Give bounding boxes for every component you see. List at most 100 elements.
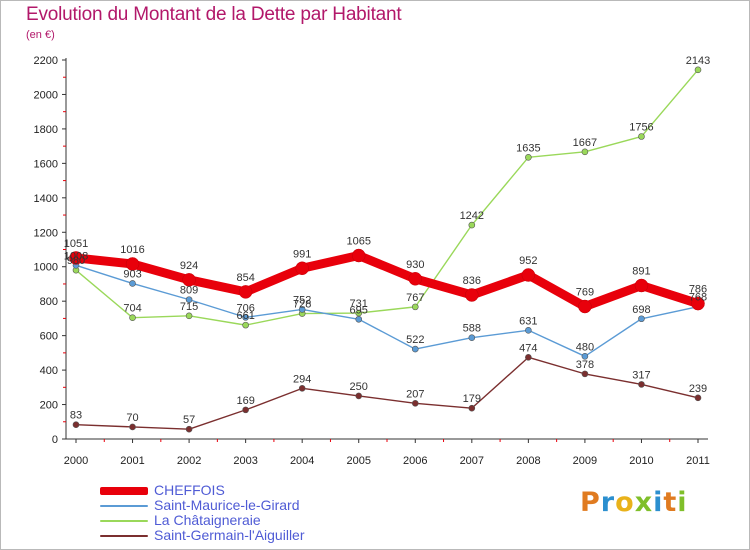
data-point <box>694 394 702 402</box>
x-tick-label: 2011 <box>686 455 710 467</box>
data-label: 169 <box>236 395 254 407</box>
data-label: 698 <box>632 304 650 316</box>
data-label: 1635 <box>516 142 540 154</box>
data-label: 836 <box>463 275 481 287</box>
data-point <box>242 314 249 321</box>
data-label: 731 <box>350 298 368 310</box>
data-point <box>411 345 419 353</box>
data-label: 924 <box>180 260 198 272</box>
x-tick-label: 2003 <box>233 455 257 467</box>
line-chart: 0 200 400 600 800 1000 1200 1400 1600 1800 2000 220… <box>34 55 711 467</box>
data-point <box>638 133 645 140</box>
legend-label: La Châtaigneraie <box>154 512 261 528</box>
data-label: 294 <box>293 373 311 385</box>
x-tick-label: 2008 <box>516 455 540 467</box>
data-label: 980 <box>67 255 85 267</box>
y-tick-label: 1200 <box>34 227 58 239</box>
x-tick-label: 2009 <box>573 455 597 467</box>
data-label: 207 <box>406 388 424 400</box>
legend-swatch <box>100 504 148 507</box>
data-point <box>129 423 136 431</box>
data-label: 1667 <box>573 137 597 149</box>
data-label: 1008 <box>64 250 88 262</box>
chart-legend: CHEFFOIS Saint-Maurice-le-Girard La Châtai… <box>100 483 305 543</box>
x-tick-label: 2002 <box>177 455 201 467</box>
data-point <box>468 404 476 412</box>
data-point <box>634 278 649 293</box>
x-tick-label: 2004 <box>290 455 314 467</box>
data-label: 767 <box>406 292 424 304</box>
legend-label: Saint-Germain-l'Aiguiller <box>154 527 305 543</box>
legend-label: CHEFFOIS <box>154 482 225 498</box>
data-point <box>298 385 306 392</box>
data-point <box>468 221 476 229</box>
logo-letter: i <box>653 487 664 518</box>
data-point <box>182 273 196 287</box>
data-point <box>525 326 532 334</box>
data-point <box>581 353 589 360</box>
data-label: 903 <box>123 268 141 280</box>
data-point <box>581 148 589 156</box>
y-tick-label: 1600 <box>34 158 58 170</box>
data-label: 480 <box>576 341 594 353</box>
data-point <box>242 406 249 414</box>
data-point <box>468 334 476 342</box>
data-label: 706 <box>236 302 254 314</box>
y-tick-label: 600 <box>40 331 58 343</box>
data-label: 768 <box>689 292 707 304</box>
legend-swatch <box>100 486 148 495</box>
y-tick-label: 2000 <box>34 89 58 101</box>
logo-letter: P <box>580 487 601 518</box>
y-tick-label: 400 <box>40 365 58 377</box>
data-label: 83 <box>70 410 82 422</box>
data-label: 2143 <box>686 55 710 67</box>
data-label: 1051 <box>64 238 88 250</box>
data-label: 317 <box>632 369 650 381</box>
data-point <box>238 285 253 299</box>
data-point <box>525 154 532 161</box>
legend-item: CHEFFOIS <box>100 483 305 498</box>
legend-label: Saint-Maurice-le-Girard <box>154 497 300 513</box>
data-point <box>351 248 366 263</box>
legend-item: Saint-Germain-l'Aiguiller <box>100 528 305 543</box>
data-point <box>411 400 419 407</box>
series-line <box>75 264 699 358</box>
data-point <box>581 370 589 378</box>
data-label: 239 <box>689 383 707 395</box>
data-point <box>185 425 193 433</box>
data-label: 179 <box>463 393 481 405</box>
x-tick-label: 2001 <box>120 455 144 467</box>
y-tick-label: 1800 <box>34 124 58 136</box>
logo-letter: x <box>634 487 654 518</box>
series-line <box>75 69 699 326</box>
data-point <box>185 296 193 303</box>
data-label: 1016 <box>120 244 144 256</box>
chart-title: Evolution du Montant de la Dette par Hab… <box>26 4 402 25</box>
proxiti-logo: Proxiti <box>580 487 688 518</box>
data-point <box>694 66 702 74</box>
data-label: 891 <box>632 266 650 278</box>
data-label: 704 <box>123 303 141 315</box>
data-point <box>129 314 136 322</box>
y-tick-label: 800 <box>40 296 58 308</box>
series-line <box>71 251 703 312</box>
logo-letter: r <box>600 487 616 518</box>
legend-swatch <box>100 519 148 522</box>
chart-subtitle: (en €) <box>26 29 55 41</box>
y-tick-label: 200 <box>40 400 58 412</box>
data-label: 70 <box>126 412 138 424</box>
data-label: 809 <box>180 285 198 297</box>
data-point <box>72 421 80 429</box>
data-point <box>525 354 532 361</box>
data-label: 715 <box>180 301 198 313</box>
logo-letter: i <box>677 487 688 518</box>
legend-item: La Châtaigneraie <box>100 513 305 528</box>
data-point <box>465 288 479 302</box>
data-label: 1756 <box>629 121 653 133</box>
data-point <box>638 315 645 323</box>
y-tick-label: 1000 <box>34 262 58 274</box>
x-tick-label: 2006 <box>403 455 427 467</box>
data-point <box>69 251 83 265</box>
data-label: 631 <box>519 315 537 327</box>
data-label: 250 <box>350 381 368 393</box>
